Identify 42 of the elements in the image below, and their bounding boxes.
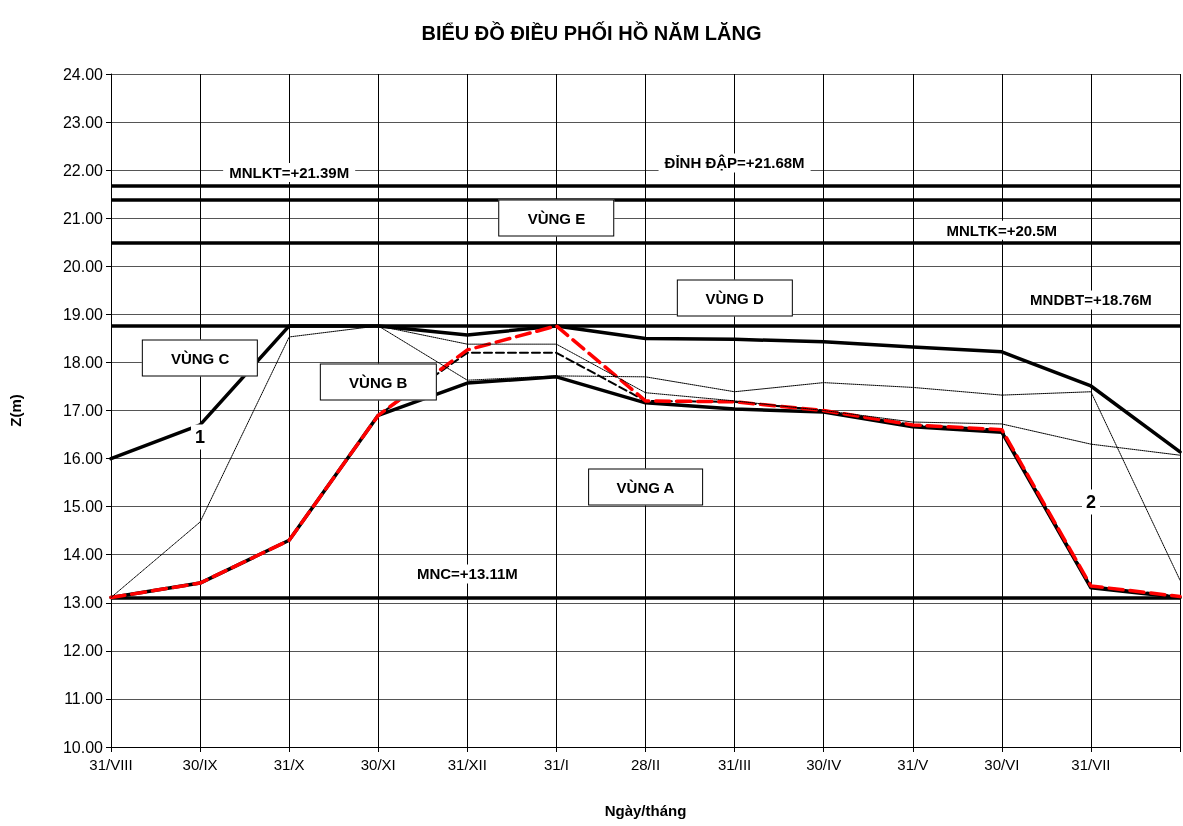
x-tick-label: 31/III (717, 756, 752, 773)
ref-line-label: MNLTK=+20.5M (946, 221, 1058, 239)
x-tick-label: 31/I (543, 756, 569, 773)
y-tick-label: 21.00 (62, 209, 104, 227)
ref-line-label: MNC=+13.11M (416, 565, 518, 583)
x-tick-label: 30/VI (984, 756, 1020, 773)
ref-line-label: MNDBT=+18.76M (1030, 291, 1152, 309)
y-tick-label: 15.00 (62, 498, 104, 516)
y-tick-label: 18.00 (62, 353, 104, 371)
y-tick-label: 14.00 (62, 546, 104, 564)
chart-title: BIỂU ĐỒ ĐIỀU PHỐI HỒ NĂM LĂNG (421, 21, 762, 44)
y-tick-label: 13.00 (62, 594, 104, 612)
label-box: VÙNG B (320, 363, 437, 401)
y-tick-label: 23.00 (62, 113, 104, 131)
ref-line-label: MNLKT=+21.39M (229, 164, 350, 182)
y-tick-label: 12.00 (62, 642, 104, 660)
x-tick-label: 30/XI (360, 756, 396, 773)
x-tick-label: 30/IV (806, 756, 842, 773)
ref-line-label: ĐỈNH ĐẬP=+21.68M (664, 154, 805, 172)
x-tick-label: 31/VII (1071, 756, 1111, 773)
y-tick-label: 10.00 (62, 738, 104, 756)
x-axis-title: Ngày/tháng (604, 802, 687, 819)
annotation: 1 (191, 424, 210, 450)
x-tick-label: 31/V (897, 756, 929, 773)
y-tick-label: 24.00 (62, 65, 104, 83)
x-tick-label: 28/II (630, 756, 661, 773)
y-axis-title: Z(m) (7, 394, 24, 427)
y-tick-label: 17.00 (62, 402, 104, 419)
y-tick-label: 11.00 (64, 690, 104, 708)
label-box: VÙNG A (587, 468, 704, 506)
y-tick-label: 22.00 (62, 161, 104, 179)
y-tick-label: 16.00 (62, 450, 104, 468)
y-tick-label: 19.00 (62, 305, 104, 323)
x-tick-label: 31/X (273, 756, 305, 773)
y-tick-label: 20.00 (62, 257, 104, 275)
x-tick-label: 31/XII (447, 756, 487, 773)
annotation: 2 (1081, 489, 1100, 515)
label-box: VÙNG E (498, 199, 615, 237)
x-tick-label: 30/IX (182, 756, 218, 773)
label-box: VÙNG C (141, 339, 259, 377)
label-box: VÙNG D (676, 279, 793, 317)
x-tick-label: 31/VIII (89, 756, 133, 773)
